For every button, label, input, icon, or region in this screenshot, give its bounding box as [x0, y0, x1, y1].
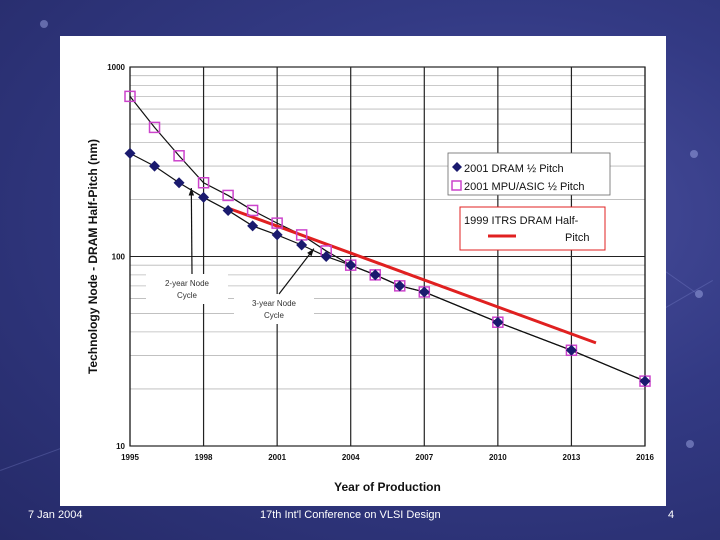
dram-data-point: [345, 259, 357, 271]
dram-data-point: [222, 204, 234, 216]
chart-plot: 10 100 1000 1995 1998 2001 2004 2007 2010 2013 201…: [86, 63, 654, 494]
annotation-arrow: [190, 187, 193, 275]
dram-data-point: [394, 280, 406, 292]
x-tick-label: 1998: [195, 453, 213, 462]
mpu-trend-line: [129, 95, 646, 382]
legend-box: [447, 152, 611, 196]
chart-panel: 10 100 1000 1995 1998 2001 2004 2007 2010 2013 201…: [60, 36, 666, 506]
legend-dram-marker: [452, 162, 462, 172]
x-tick-label: 2004: [342, 453, 360, 462]
footer-page-number: 4: [668, 509, 675, 521]
annotation-box: [234, 294, 314, 324]
x-tick-label: 1995: [121, 453, 139, 462]
y-tick-label: 1000: [107, 63, 125, 72]
dram-data-point: [320, 251, 332, 262]
itrs-series-line: [227, 206, 597, 345]
dram-data-point: [173, 177, 185, 189]
plot-frame: [129, 66, 646, 447]
x-tick-label: 2016: [636, 453, 654, 462]
annotation-label: 3-year Node: [252, 299, 297, 308]
footer-conference: 17th Int'l Conference on VLSI Design: [260, 509, 441, 521]
x-axis-title: Year of Production: [334, 480, 441, 494]
annotation-arrowhead: [188, 187, 195, 196]
y-axis-title: Technology Node - DRAM Half-Pitch (nm): [86, 139, 100, 374]
mpu-data-point: [271, 217, 283, 229]
dram-data-point: [639, 375, 651, 387]
dram-data-point: [492, 316, 504, 328]
legend-itrs-label-cont: Pitch: [565, 232, 589, 244]
dram-data-point: [271, 229, 283, 241]
mpu-data-point: [246, 204, 259, 217]
dram-data-point: [198, 191, 210, 203]
dram-data-point: [369, 269, 381, 281]
legend-itrs-box: [459, 206, 606, 251]
x-tick-label: 2007: [415, 453, 433, 462]
legend-mpu-marker: [451, 180, 462, 191]
dram-data-point: [149, 160, 161, 172]
annotation-label: Cycle: [264, 311, 285, 320]
x-tick-label: 2013: [563, 453, 581, 462]
annotation-label: 2-year Node: [165, 279, 210, 288]
y-tick-label: 10: [116, 442, 125, 451]
annotation-box: [146, 274, 228, 304]
mpu-data-point: [222, 189, 234, 202]
annotation-arrow: [278, 248, 315, 295]
legend-itrs-label: 1999 ITRS DRAM Half-: [464, 215, 579, 227]
legend-mpu-label: 2001 MPU/ASIC ½ Pitch: [464, 181, 584, 193]
mpu-data-point: [148, 121, 161, 134]
dram-data-point: [247, 220, 259, 232]
y-tick-label: 100: [112, 253, 126, 262]
dram-data-point: [296, 239, 308, 251]
dram-data-point: [124, 147, 136, 159]
annotation-label: Cycle: [177, 291, 198, 300]
legend-dram-label: 2001 DRAM ½ Pitch: [464, 163, 564, 175]
dram-data-point: [565, 344, 577, 356]
mpu-data-point: [197, 177, 210, 189]
footer-date: 7 Jan 2004: [28, 509, 83, 521]
x-tick-label: 2001: [268, 453, 286, 462]
x-tick-label: 2010: [489, 453, 507, 462]
dram-data-point: [418, 286, 430, 298]
annotation-arrowhead: [307, 248, 314, 257]
mpu-data-point: [124, 90, 136, 103]
mpu-data-point: [173, 150, 185, 162]
